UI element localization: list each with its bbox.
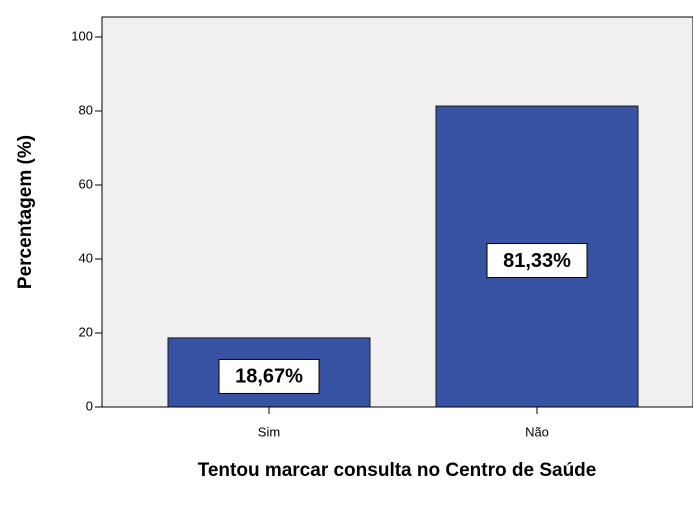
value-label: 18,67% [235, 366, 303, 388]
y-tick-label: 40 [79, 250, 93, 265]
y-tick-label: 100 [71, 28, 93, 43]
bar [435, 105, 639, 408]
y-axis-title: Percentagem (%) [15, 135, 36, 289]
x-axis-title: Tentou marcar consulta no Centro de Saúd… [197, 460, 597, 481]
y-tick-label: 20 [79, 324, 93, 339]
y-tick-label: 60 [79, 176, 93, 191]
value-label: 81,33% [503, 250, 571, 272]
y-tick-label: 0 [86, 398, 93, 413]
y-tick-label: 80 [79, 102, 93, 117]
value-label-box [218, 358, 320, 394]
x-tick-label: Não [525, 424, 549, 439]
value-label-box [486, 243, 588, 279]
x-tick-label: Sim [258, 424, 280, 439]
